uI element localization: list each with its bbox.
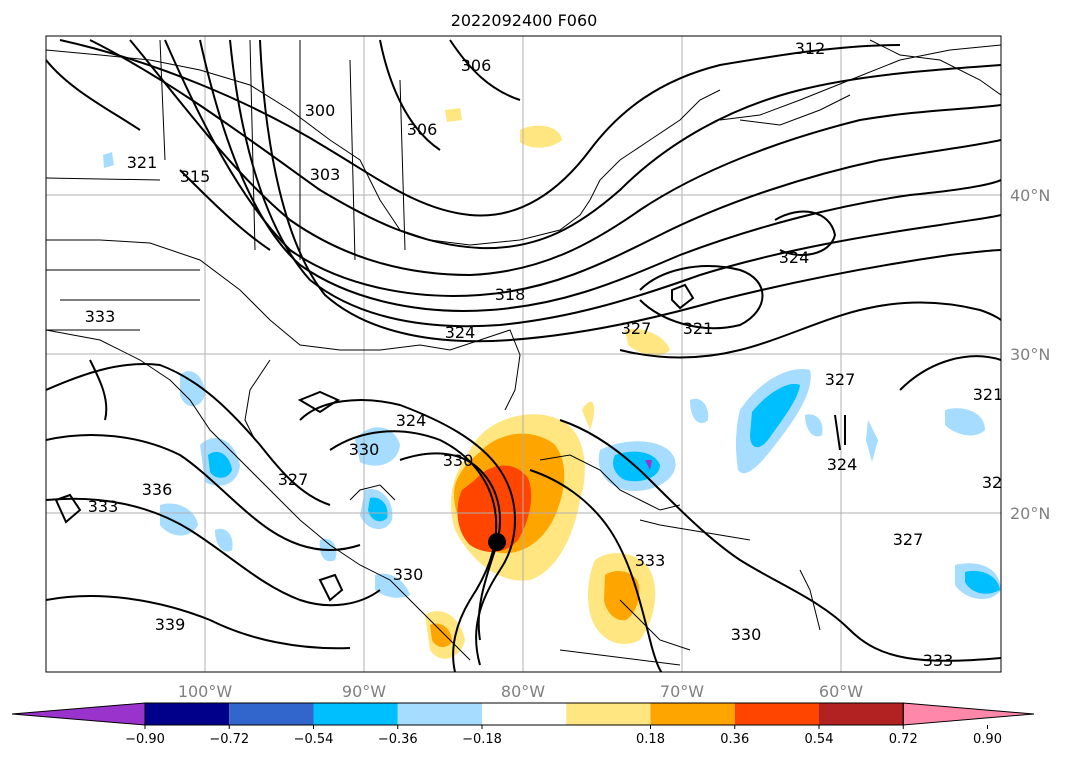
contour-label: 303 — [310, 165, 341, 184]
storm-center-marker — [488, 533, 506, 551]
contour-label: 327 — [825, 370, 856, 389]
contour-label: 333 — [88, 497, 119, 516]
contour-lines — [46, 39, 1001, 672]
longitude-labels: 100°W 90°W 80°W 70°W 60°W — [178, 682, 863, 701]
contour-label-group: 306 312 300 306 321 315 303 324 318 327 … — [85, 39, 1004, 670]
map-panel: 306 312 300 306 321 315 303 324 318 327 … — [46, 36, 1004, 672]
contour-label: 324 — [779, 248, 810, 267]
coastlines — [46, 39, 1001, 666]
colorbar-frame — [144, 702, 904, 726]
latitude-labels: 40°N 30°N 20°N — [1010, 186, 1050, 523]
colorbar-segment — [650, 703, 735, 725]
lat-lon-grid — [46, 36, 1001, 672]
lon-label-90w: 90°W — [342, 682, 386, 701]
lat-label-40n: 40°N — [1010, 186, 1050, 205]
contour-label: 330 — [731, 625, 762, 644]
contour-label: 327 — [621, 319, 652, 338]
contour-label: 32 — [982, 473, 1002, 492]
contour-label: 321 — [683, 319, 714, 338]
colorbar-tick-label: 0.72 — [889, 732, 918, 747]
lat-label-30n: 30°N — [1010, 345, 1050, 364]
colorbar-tick-label: 0.36 — [720, 732, 749, 747]
colorbar-segment — [397, 703, 482, 725]
contour-label: 324 — [445, 323, 476, 342]
colorbar-tick-label: 0.54 — [805, 732, 834, 747]
colorbar-tick-label: 0.90 — [973, 732, 1002, 747]
contour-label: 321 — [127, 153, 158, 172]
colorbar-extend-low — [11, 702, 146, 726]
colorbar-tick-label: −0.18 — [462, 732, 502, 747]
contour-label: 333 — [923, 651, 954, 670]
lat-label-20n: 20°N — [1010, 504, 1050, 523]
contour-label: 318 — [495, 285, 526, 304]
colorbar-segment — [145, 703, 230, 725]
contour-label: 327 — [893, 530, 924, 549]
shaded-field — [103, 108, 1001, 659]
contour-label: 336 — [142, 480, 173, 499]
map-frame — [45, 35, 1002, 673]
contour-label: 330 — [349, 440, 380, 459]
contour-label: 306 — [407, 120, 438, 139]
colorbar-tick-label: −0.36 — [378, 732, 418, 747]
colorbar-segment — [313, 703, 398, 725]
lon-label-80w: 80°W — [501, 682, 545, 701]
contour-label: 330 — [443, 451, 474, 470]
contour-label: 330 — [393, 565, 424, 584]
contour-label: 327 — [278, 470, 309, 489]
contour-label: 324 — [396, 411, 427, 430]
colorbar-tick-label: 0.18 — [636, 732, 665, 747]
contour-label: 321 — [973, 385, 1004, 404]
contour-label: 312 — [795, 39, 826, 58]
colorbar-extend-high — [902, 702, 1035, 726]
contour-label: 324 — [827, 455, 858, 474]
colorbar-segment — [229, 703, 314, 725]
lon-label-60w: 60°W — [819, 682, 863, 701]
colorbar-segment — [819, 703, 904, 725]
contour-label: 306 — [461, 56, 492, 75]
colorbar: −0.90 −0.72 −0.54 −0.36 −0.18 0.18 0.36 0.54 0.7… — [11, 702, 1035, 747]
colorbar-segment — [566, 703, 651, 725]
colorbar-segment — [734, 703, 819, 725]
lon-label-100w: 100°W — [178, 682, 233, 701]
colorbar-tick-label: −0.54 — [294, 732, 334, 747]
colorbar-segment — [482, 703, 567, 725]
contour-label: 333 — [85, 307, 116, 326]
colorbar-tick-label: −0.90 — [125, 732, 165, 747]
contour-label: 315 — [180, 167, 211, 186]
figure-title: 2022092400 F060 — [451, 11, 598, 30]
contour-label: 333 — [635, 551, 666, 570]
contour-label: 339 — [155, 615, 186, 634]
lon-label-70w: 70°W — [660, 682, 704, 701]
contour-label: 300 — [305, 101, 336, 120]
colorbar-tick-label: −0.72 — [209, 732, 249, 747]
